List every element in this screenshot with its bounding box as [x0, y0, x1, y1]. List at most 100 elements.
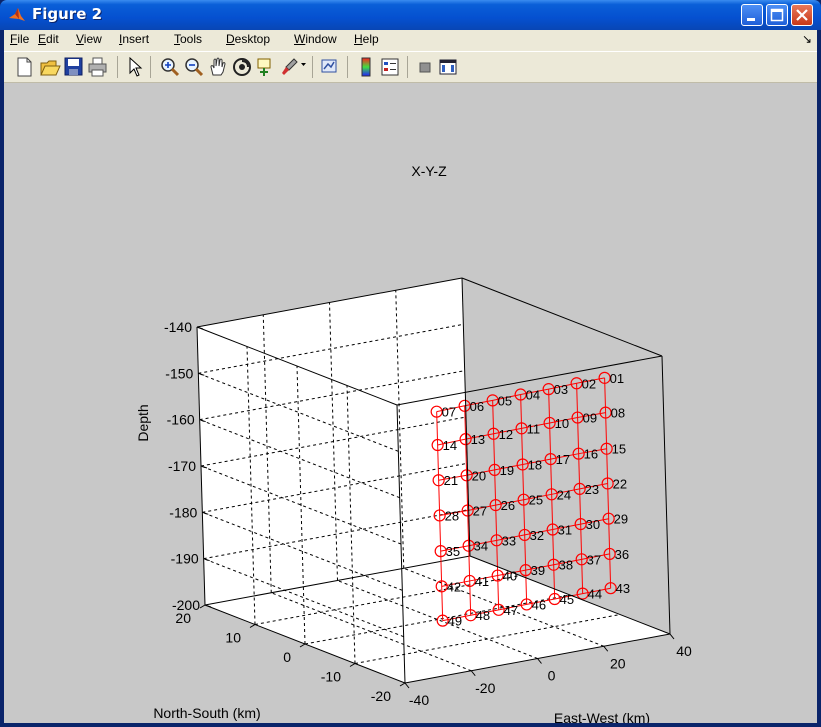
figure-canvas[interactable]: 01 02 03 04 05 06 07 08 09 10 11 12 13 14 15 16 17 18 19 20…: [4, 83, 817, 726]
x-tick: [537, 658, 542, 664]
figure-toolbar: [4, 51, 817, 83]
minimize-icon: [747, 18, 755, 21]
data-point-marker: [599, 406, 612, 419]
x-tick-label: 40: [676, 643, 692, 659]
x-tick: [404, 682, 410, 689]
hide-plot-tools-icon[interactable]: [419, 62, 431, 73]
menu-window[interactable]: Window: [294, 32, 337, 46]
data-point-marker: [516, 458, 529, 471]
link-plot-icon[interactable]: [321, 59, 337, 73]
data-cursor-icon[interactable]: [257, 58, 271, 76]
new-figure-icon[interactable]: [17, 57, 32, 77]
close-icon: [796, 9, 808, 21]
y-tick-label: -20: [371, 688, 391, 704]
menu-dock-arrow-icon[interactable]: ↘: [802, 32, 813, 46]
x-tick: [470, 670, 476, 677]
data-point-label: 16: [584, 447, 598, 462]
z-tick: [198, 372, 205, 376]
zoom-in-icon[interactable]: [161, 58, 180, 77]
data-point-marker: [463, 574, 476, 588]
insert-legend-icon[interactable]: [381, 58, 399, 76]
data-point-label: 04: [526, 388, 540, 403]
data-point-label: 02: [582, 376, 596, 391]
data-point-marker: [519, 564, 532, 577]
z-tick-label: -190: [171, 551, 199, 567]
data-point-marker: [576, 587, 589, 600]
insert-colorbar-icon[interactable]: [361, 57, 371, 77]
title-bar[interactable]: Figure 2: [0, 0, 821, 30]
data-point-marker: [436, 614, 449, 627]
brush-dropdown-icon[interactable]: [301, 63, 306, 66]
data-point-marker: [601, 477, 614, 490]
data-point-marker: [461, 504, 474, 517]
y-tick: [199, 604, 206, 609]
data-line: [520, 394, 528, 605]
data-point-label: 26: [501, 498, 515, 513]
menu-view[interactable]: View: [76, 32, 102, 46]
data-point-label: 08: [611, 406, 625, 421]
grid-line: [202, 462, 468, 513]
data-point-marker: [600, 442, 613, 455]
grid-lines: [196, 290, 621, 684]
data-point-marker: [430, 405, 443, 418]
matlab-logo-icon: [9, 8, 25, 21]
open-file-icon[interactable]: [40, 60, 61, 76]
data-point-label: 44: [588, 587, 602, 602]
data-line: [604, 377, 612, 589]
menu-insert[interactable]: Insert: [119, 32, 150, 46]
menu-edit[interactable]: Edit: [38, 32, 59, 46]
data-point-label: 38: [559, 558, 573, 573]
edit-plot-arrow-icon[interactable]: [129, 56, 143, 77]
data-point-marker: [573, 482, 586, 496]
data-line: [492, 400, 500, 610]
minimize-button[interactable]: [741, 4, 763, 26]
x-tick-label: 0: [548, 668, 556, 684]
menu-desktop[interactable]: Desktop: [226, 32, 271, 46]
save-icon[interactable]: [64, 57, 83, 76]
menu-file[interactable]: File: [10, 32, 30, 46]
x-axis-label: East-West (km): [554, 710, 650, 723]
show-plot-tools-icon[interactable]: [439, 59, 457, 75]
chart-title: X-Y-Z: [411, 163, 447, 179]
data-point-marker: [603, 547, 616, 561]
rotate-3d-icon[interactable]: [233, 58, 251, 76]
zoom-out-icon[interactable]: [185, 58, 204, 77]
data-point-marker: [434, 545, 447, 558]
data-point-label: 47: [504, 603, 518, 618]
data-point-label: 34: [474, 539, 488, 554]
grid-line: [199, 370, 465, 421]
z-tick-label: -200: [172, 597, 200, 613]
data-point-marker: [460, 469, 473, 482]
close-button[interactable]: [791, 4, 813, 26]
maximize-icon: [770, 8, 784, 22]
data-point-marker: [542, 383, 555, 396]
data-point-marker: [543, 416, 556, 430]
data-point-marker: [459, 433, 472, 446]
data-point-marker: [492, 603, 505, 616]
data-point-label: 12: [499, 427, 513, 442]
data-point-label: 32: [530, 528, 544, 543]
axes-edge: [196, 326, 398, 406]
menu-help[interactable]: Help: [354, 32, 379, 46]
y-tick-label: -10: [321, 669, 341, 685]
x-tick-label: -20: [475, 680, 495, 696]
brush-icon[interactable]: [282, 58, 298, 75]
x-tick: [669, 633, 675, 640]
grid-line: [296, 365, 306, 645]
data-point-marker: [486, 394, 499, 407]
data-point-marker: [598, 371, 611, 384]
data-point-label: 41: [475, 574, 489, 589]
data-point-label: 11: [527, 421, 541, 436]
axes-edge: [396, 355, 663, 406]
data-point-label: 24: [557, 487, 571, 502]
maximize-button[interactable]: [766, 4, 788, 26]
data-point-label: 20: [472, 468, 486, 483]
menu-tools[interactable]: Tools: [174, 32, 203, 46]
data-point-label: 27: [473, 504, 487, 519]
data-point-label: 21: [444, 473, 458, 488]
print-icon[interactable]: [88, 57, 107, 77]
z-tick-label: -150: [165, 365, 193, 381]
pan-hand-icon[interactable]: [210, 57, 226, 76]
plot-3d[interactable]: 01 02 03 04 05 06 07 08 09 10 11 12 13 14 15 16 17 18 19 20…: [4, 83, 817, 726]
data-point-label: 09: [583, 411, 597, 426]
